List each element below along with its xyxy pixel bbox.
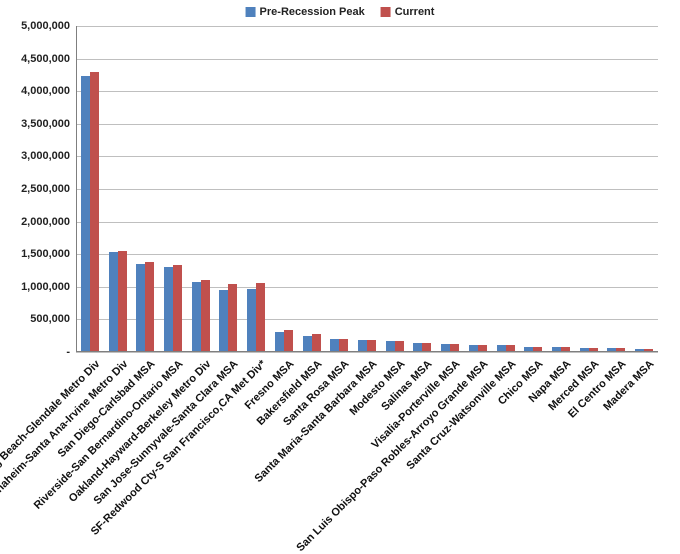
bar-current (284, 330, 293, 352)
bar-pre (109, 252, 118, 352)
grid-line (76, 352, 658, 353)
bar-current (201, 280, 210, 352)
y-tick-label: 3,000,000 (21, 150, 70, 162)
y-tick-label: 5,000,000 (21, 20, 70, 32)
bar-pre (275, 332, 284, 352)
y-tick-label: - (66, 346, 70, 358)
bar-pre (164, 267, 173, 352)
legend-item-current: Current (381, 6, 435, 18)
bar-current (173, 265, 182, 352)
plot-area: -500,0001,000,0001,500,0002,000,0002,500… (76, 26, 658, 352)
bar-current (118, 251, 127, 352)
bar-current (256, 283, 265, 352)
y-tick-label: 4,000,000 (21, 85, 70, 97)
bar-pre (81, 76, 90, 352)
legend-item-pre: Pre-Recession Peak (246, 6, 365, 18)
bar-current (90, 72, 99, 352)
bar-pre (219, 290, 228, 352)
bar-pre (303, 336, 312, 352)
y-tick-label: 1,500,000 (21, 248, 70, 260)
bar-pre (247, 289, 256, 352)
x-tick-label: Madera MSA (601, 358, 656, 413)
y-tick-label: 3,500,000 (21, 118, 70, 130)
legend: Pre-Recession Peak Current (246, 6, 435, 18)
bar-current (145, 262, 154, 352)
bars-layer (76, 26, 658, 352)
legend-label-pre: Pre-Recession Peak (260, 6, 365, 18)
legend-swatch-pre (246, 7, 256, 17)
bar-pre (192, 282, 201, 352)
y-tick-label: 2,500,000 (21, 183, 70, 195)
chart-container: Pre-Recession Peak Current -500,0001,000… (0, 0, 680, 532)
legend-label-current: Current (395, 6, 435, 18)
y-tick-label: 4,500,000 (21, 53, 70, 65)
legend-swatch-current (381, 7, 391, 17)
y-tick-label: 1,000,000 (21, 281, 70, 293)
y-tick-label: 500,000 (30, 313, 70, 325)
x-axis-line (76, 351, 658, 352)
bar-current (228, 284, 237, 352)
bar-pre (136, 264, 145, 352)
bar-current (312, 334, 321, 352)
y-tick-label: 2,000,000 (21, 216, 70, 228)
y-axis-line (76, 26, 77, 352)
